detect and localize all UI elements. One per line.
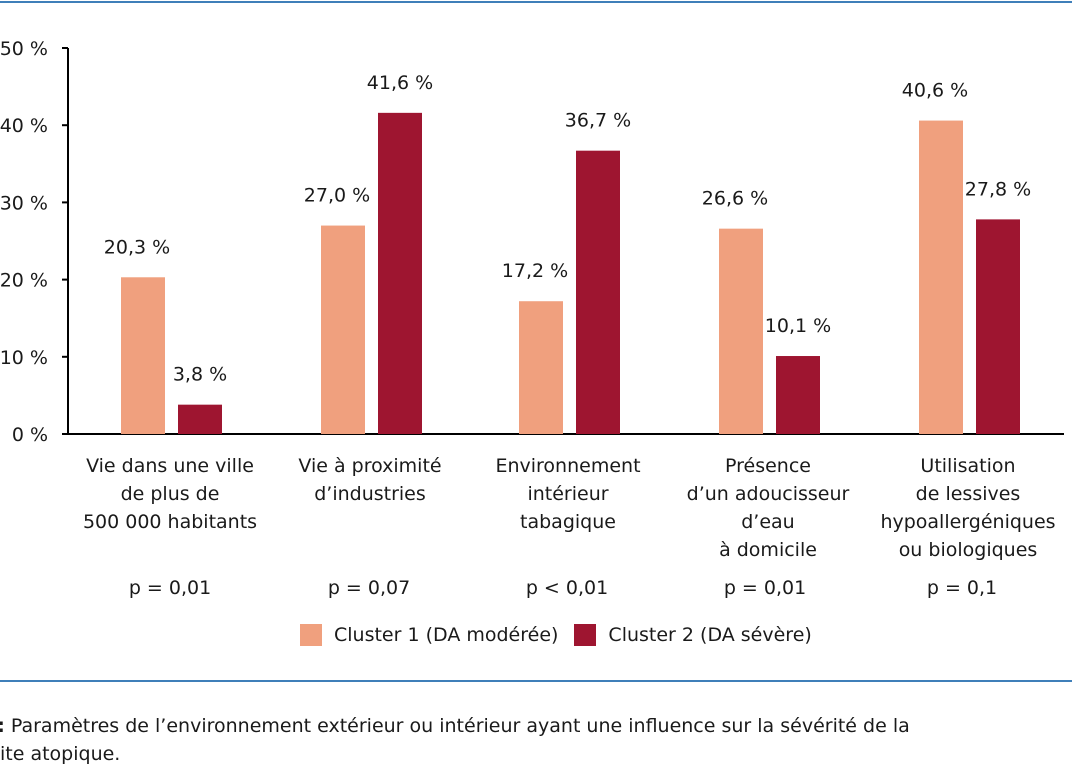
category-label-2: Vie à proximité d’industries <box>298 455 441 505</box>
legend-item-cluster-2: Cluster 2 (DA sévère) <box>574 624 812 646</box>
legend-swatch-cluster-1 <box>300 624 322 646</box>
bottom-rule <box>0 680 1072 682</box>
bar-series2-cat3 <box>576 150 620 434</box>
category-label-4: Présence d’un adoucisseur d’eau à domicile <box>687 455 850 561</box>
category-label-1: Vie dans une ville de plus de 500 000 habi… <box>83 455 257 533</box>
bar-series1-cat5 <box>919 120 963 435</box>
data-label-series2-cat3: 36,7 % <box>565 110 631 132</box>
p-value-3: p < 0,01 <box>525 577 609 599</box>
data-label-series1-cat4: 26,6 % <box>702 188 768 210</box>
legend-label-cluster-1: Cluster 1 (DA modérée) <box>334 624 559 646</box>
figure-caption: 3: Paramètres de l’environnement extérie… <box>0 712 1072 768</box>
y-tick-label-20: 20 % <box>0 270 48 292</box>
chart-legend: Cluster 1 (DA modérée) Cluster 2 (DA sév… <box>300 624 828 646</box>
data-label-series2-cat2: 41,6 % <box>367 72 433 94</box>
p-value-2: p = 0,07 <box>327 577 411 599</box>
p-value-5: p = 0,1 <box>926 577 998 599</box>
caption-number: 3: <box>0 715 5 737</box>
data-label-series1-cat3: 17,2 % <box>502 260 568 282</box>
bar-series1-cat3 <box>519 301 563 434</box>
data-label-series2-cat5: 27,8 % <box>965 178 1031 200</box>
data-label-series1-cat1: 20,3 % <box>104 236 170 258</box>
p-value-1: p = 0,01 <box>128 577 212 599</box>
category-label-3: Environnement intérieur tabagique <box>495 455 640 533</box>
bar-series1-cat2 <box>321 225 365 434</box>
data-label-series1-cat5: 40,6 % <box>902 80 968 102</box>
y-tick-label-50: 50 % <box>0 38 48 60</box>
y-tick-label-0: 0 % <box>12 424 48 446</box>
bar-chart: 0 % 10 % 20 % 30 % 40 % 50 % 20,3 % 27,0 % 17,2 … <box>0 38 1064 561</box>
data-label-series2-cat1: 3,8 % <box>173 364 227 386</box>
bar-series2-cat1 <box>178 404 222 434</box>
p-value-4: p = 0,01 <box>723 577 807 599</box>
y-tick-label-30: 30 % <box>0 192 48 214</box>
bar-series1-cat1 <box>121 277 165 434</box>
caption-text-1: Paramètres de l’environnement extérieur … <box>4 715 910 737</box>
caption-text-2: ite atopique. <box>0 743 121 765</box>
data-label-series2-cat4: 10,1 % <box>765 315 831 337</box>
legend-item-cluster-1: Cluster 1 (DA modérée) <box>300 624 558 646</box>
data-label-series1-cat2: 27,0 % <box>304 185 370 207</box>
top-rule <box>0 1 1072 3</box>
bar-series2-cat4 <box>776 356 820 434</box>
y-tick-label-10: 10 % <box>0 347 48 369</box>
caption-line-1: 3: Paramètres de l’environnement extérie… <box>0 712 1072 740</box>
legend-label-cluster-2: Cluster 2 (DA sévère) <box>608 624 812 646</box>
bar-series1-cat4 <box>719 228 763 434</box>
bar-series2-cat5 <box>976 219 1020 434</box>
y-tick-label-40: 40 % <box>0 115 48 137</box>
legend-swatch-cluster-2 <box>574 624 597 646</box>
category-label-5: Utilisation de lessives hypoallergéniques o… <box>880 455 1055 561</box>
bar-series2-cat2 <box>378 112 422 435</box>
